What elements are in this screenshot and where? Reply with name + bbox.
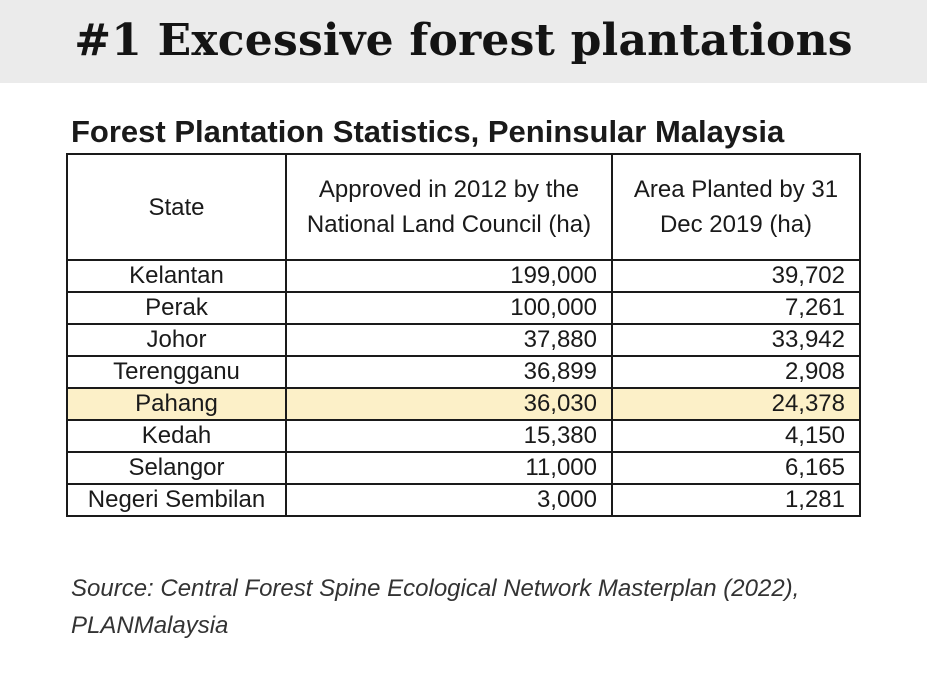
approved-cell: 15,380 [285, 419, 613, 453]
table-title: Forest Plantation Statistics, Peninsular… [71, 114, 785, 149]
state-cell: Kelantan [66, 259, 287, 293]
planted-cell: 33,942 [611, 323, 861, 357]
approved-cell: 37,880 [285, 323, 613, 357]
state-cell: Perak [66, 291, 287, 325]
table-header-row: State Approved in 2012 by the National L… [66, 153, 861, 261]
state-cell: Johor [66, 323, 287, 357]
planted-cell: 2,908 [611, 355, 861, 389]
approved-cell: 11,000 [285, 451, 613, 485]
table-row: Pahang 36,030 24,378 [66, 387, 861, 421]
approved-cell: 3,000 [285, 483, 613, 517]
approved-cell: 100,000 [285, 291, 613, 325]
state-cell: Selangor [66, 451, 287, 485]
planted-cell: 24,378 [611, 387, 861, 421]
table-row: Perak 100,000 7,261 [66, 291, 861, 325]
table-row: Kelantan 199,000 39,702 [66, 259, 861, 293]
approved-cell: 199,000 [285, 259, 613, 293]
table-row: Negeri Sembilan 3,000 1,281 [66, 483, 861, 517]
column-header-approved: Approved in 2012 by the National Land Co… [285, 153, 613, 261]
table-row: Selangor 11,000 6,165 [66, 451, 861, 485]
table-row: Kedah 15,380 4,150 [66, 419, 861, 453]
planted-cell: 1,281 [611, 483, 861, 517]
column-header-planted: Area Planted by 31 Dec 2019 (ha) [611, 153, 861, 261]
title-banner: #1 Excessive forest plantations [0, 0, 927, 83]
state-cell: Negeri Sembilan [66, 483, 287, 517]
state-cell: Kedah [66, 419, 287, 453]
approved-cell: 36,030 [285, 387, 613, 421]
source-note: Source: Central Forest Spine Ecological … [71, 575, 800, 639]
statistics-table: State Approved in 2012 by the National L… [66, 153, 861, 517]
column-header-state: State [66, 153, 287, 261]
page-title: #1 Excessive forest plantations [74, 15, 853, 66]
table-row: Terengganu 36,899 2,908 [66, 355, 861, 389]
state-cell: Pahang [66, 387, 287, 421]
table-body: Kelantan 199,000 39,702 Perak 100,000 7,261 Jo… [66, 259, 861, 517]
state-cell: Terengganu [66, 355, 287, 389]
planted-cell: 4,150 [611, 419, 861, 453]
table-row: Johor 37,880 33,942 [66, 323, 861, 357]
approved-cell: 36,899 [285, 355, 613, 389]
planted-cell: 7,261 [611, 291, 861, 325]
planted-cell: 39,702 [611, 259, 861, 293]
planted-cell: 6,165 [611, 451, 861, 485]
